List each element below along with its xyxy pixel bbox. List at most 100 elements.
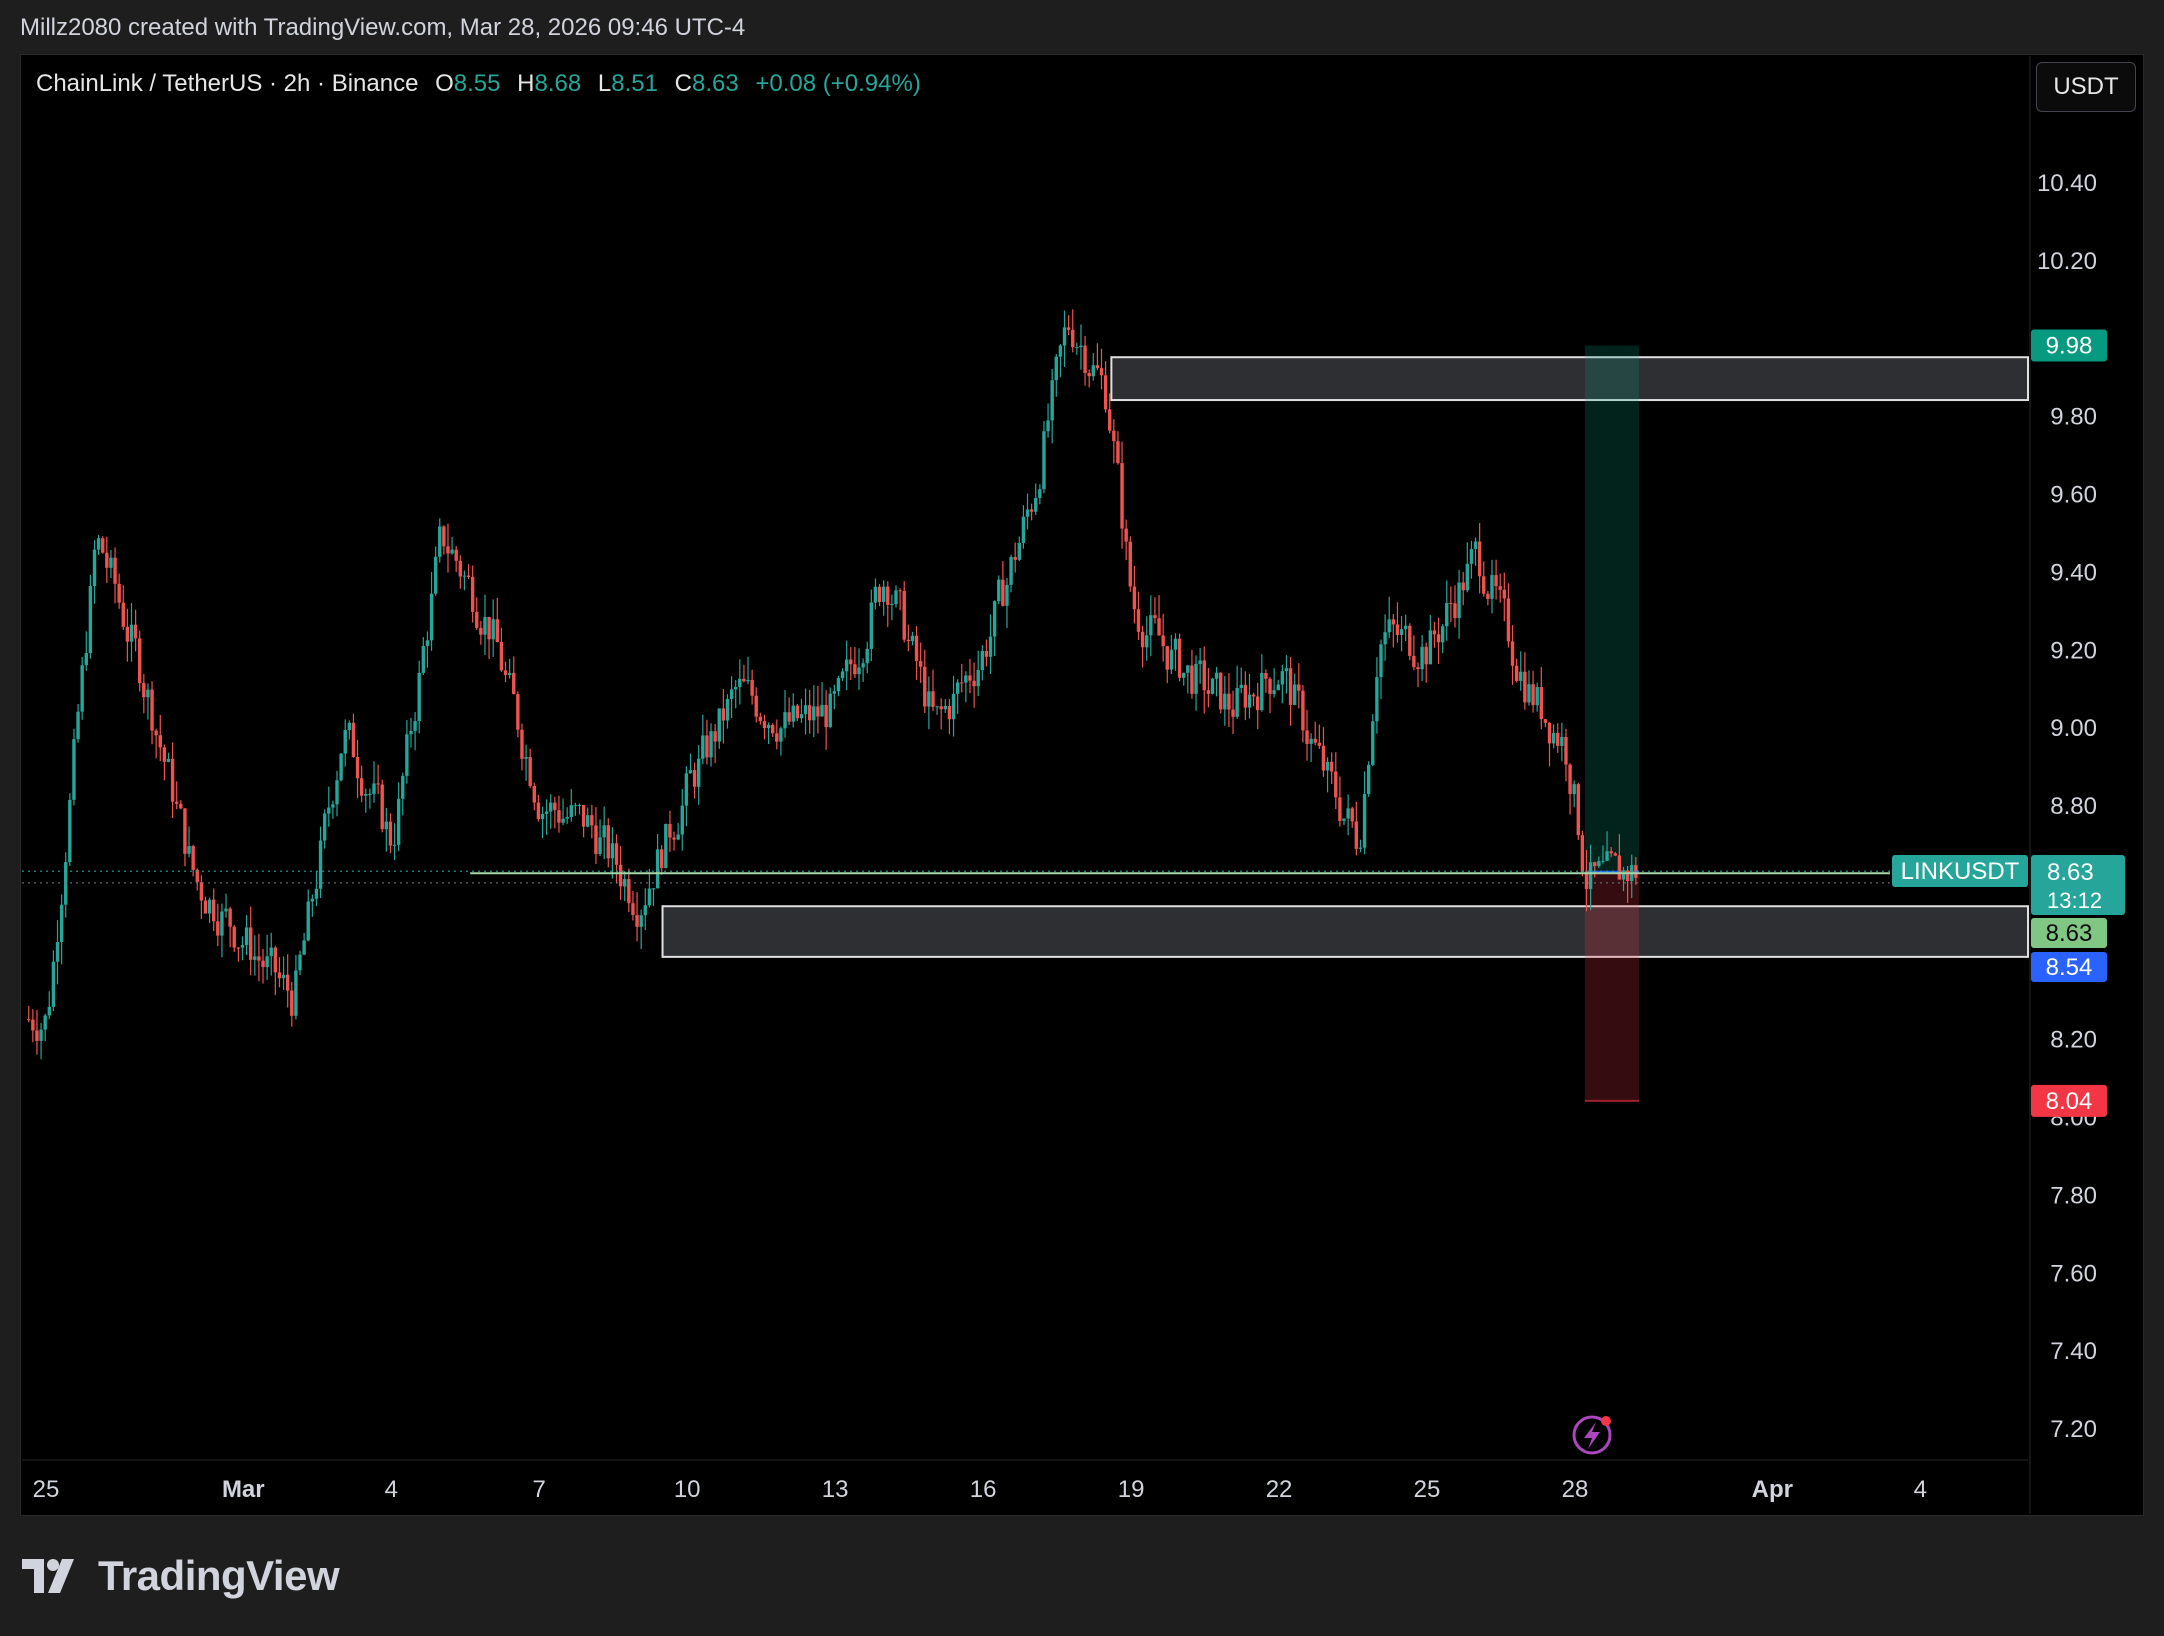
candle-body: [557, 810, 561, 823]
candle-body: [1412, 655, 1416, 668]
candle-body: [179, 803, 183, 809]
candle-body: [631, 903, 635, 916]
candle-body: [318, 840, 323, 889]
candle-body: [1280, 671, 1285, 685]
time-tick: 4: [1914, 1476, 1927, 1503]
candle-body: [672, 837, 676, 840]
candle-body: [1058, 345, 1063, 357]
candle-body: [849, 659, 853, 665]
candle-body: [1025, 509, 1030, 517]
candle-body: [1358, 847, 1363, 849]
candle-body: [236, 947, 241, 949]
candle-body: [688, 770, 693, 774]
candle-body: [992, 601, 997, 637]
time-axis: 25 Mar 4 7 10 13 16 19 22 25 28 Apr 4: [22, 56, 2031, 1514]
candle-body: [59, 904, 64, 943]
open-value: 8.55: [453, 70, 501, 97]
candle-body: [302, 940, 306, 955]
candle-body: [1408, 625, 1412, 656]
candle-body: [462, 575, 467, 577]
candle-body: [331, 804, 335, 808]
time-tick: 7: [533, 1476, 546, 1503]
candle-body: [664, 823, 668, 868]
close-label: C: [674, 70, 692, 97]
candle-body: [1198, 660, 1202, 665]
candle-body: [939, 706, 943, 710]
candle-body: [1580, 835, 1585, 872]
candle-body: [261, 960, 265, 968]
candle-body: [709, 731, 713, 758]
candle-body: [1354, 821, 1359, 849]
candle-body: [1165, 646, 1169, 670]
time-tick: 10: [674, 1476, 701, 1503]
candle-body: [1498, 586, 1502, 590]
candle-body: [470, 576, 475, 612]
candle-body: [1445, 603, 1449, 627]
candle-body: [421, 646, 426, 673]
currency-button[interactable]: USDT: [2036, 62, 2136, 112]
candle-body: [935, 706, 939, 708]
candle-body: [766, 724, 771, 729]
candle-body: [1477, 541, 1482, 577]
candle-body: [1116, 441, 1120, 464]
price-tick: 9.60: [2050, 482, 2097, 509]
candle-body: [733, 686, 738, 690]
candle-body: [125, 626, 130, 642]
flash-icon-dot: [1601, 1416, 1611, 1426]
candle-body: [824, 704, 828, 727]
candle-body: [972, 680, 976, 687]
candle-body: [923, 666, 927, 707]
price-axis: 10.40 10.20 9.80 9.60 9.40 9.20 9.00 8.80 8.20 8.…: [2037, 170, 2097, 1443]
candle-body: [1108, 409, 1112, 431]
candle-body: [524, 757, 528, 759]
candle-body: [1231, 709, 1235, 717]
candle-body: [540, 813, 545, 820]
candle-body: [232, 926, 236, 948]
candle-body: [1387, 619, 1391, 633]
candle-body: [618, 864, 623, 887]
candle-body: [1087, 372, 1091, 377]
symbol-legend: ChainLink / TetherUS · 2h · Binance O8.5…: [36, 70, 921, 98]
candle-body: [113, 557, 117, 584]
candle-body: [1218, 672, 1223, 710]
candle-body: [869, 602, 874, 649]
candle-body: [92, 549, 97, 586]
flash-icon[interactable]: [1572, 1415, 1612, 1455]
candle-body: [1375, 677, 1379, 722]
candle-body: [512, 672, 516, 695]
candle-body: [651, 888, 656, 890]
candle-body: [1042, 431, 1046, 490]
candle-body: [1625, 870, 1630, 881]
candle-body: [1461, 582, 1465, 591]
candle-body: [1514, 665, 1519, 681]
candle-body: [183, 808, 187, 854]
candle-body: [306, 901, 310, 941]
candle-body: [351, 722, 356, 757]
time-tick: 25: [33, 1476, 60, 1503]
candle-body: [51, 961, 56, 1007]
candle-body: [1227, 693, 1231, 710]
candle-body: [76, 711, 80, 740]
entry-price-label-bg: [2031, 918, 2107, 948]
candle-body: [1071, 329, 1075, 348]
candle-body: [1062, 327, 1067, 346]
candle-body: [475, 611, 479, 628]
candle-body: [1342, 818, 1346, 821]
candles-layer: [27, 309, 1638, 1060]
candle-body: [1432, 630, 1437, 635]
symbol-title[interactable]: ChainLink / TetherUS · 2h · Binance: [36, 70, 419, 97]
candle-body: [676, 834, 680, 840]
candle-body: [898, 590, 902, 592]
price-tick: 8.20: [2050, 1027, 2097, 1054]
candle-body: [951, 693, 956, 720]
candle-body: [729, 689, 734, 700]
candle-body: [1112, 430, 1116, 442]
candle-body: [359, 778, 364, 796]
candle-body: [692, 770, 697, 787]
candle-body: [1214, 672, 1219, 679]
tradingview-logo[interactable]: TradingView: [22, 1552, 340, 1600]
candle-body: [433, 556, 438, 594]
candle-body: [281, 974, 286, 979]
